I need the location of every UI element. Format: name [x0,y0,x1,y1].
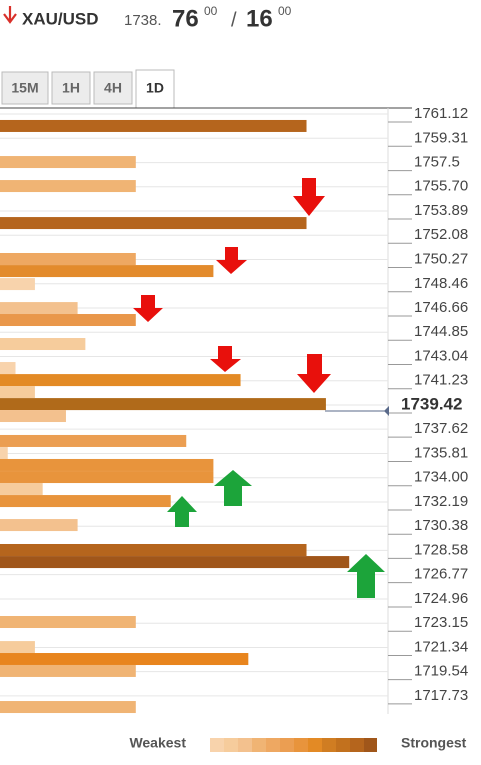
y-tick-label: 1755.70 [414,178,468,195]
confluence-bar [0,447,8,460]
confluence-bar [0,180,136,193]
confluence-bar [0,471,214,484]
y-tick-label: 1743.04 [414,347,468,364]
separator: / [231,9,237,31]
y-tick-label: 1726.77 [414,566,468,583]
y-tick-label: 1717.73 [414,687,468,704]
confluence-bar [0,543,307,556]
confluence-bar [0,434,187,447]
y-tick-label: 1721.34 [414,638,468,655]
confluence-bar [0,156,136,169]
confluence-bar [0,398,326,411]
confluence-bar [0,653,249,666]
confluence-bar [0,410,66,423]
y-tick-label: 1744.85 [414,323,468,340]
confluence-bar [0,482,43,495]
down-arrow [210,346,241,372]
tab[interactable]: 1D [135,69,175,109]
y-tick-label: 1753.89 [414,202,468,219]
y-tick-label: 1719.54 [414,663,468,680]
ask-main: 16 [246,5,273,32]
confluence-bar [0,519,78,532]
confluence-bar [0,217,307,230]
tab-label: 4H [104,80,122,96]
confluence-bar [0,664,136,677]
confluence-bar [0,458,214,471]
tab-box [1,71,49,105]
tab[interactable]: 4H [93,71,133,105]
confluence-bar [0,556,350,569]
confluence-bar [0,495,171,508]
confluence-bar [0,374,241,387]
y-tick-label: 1730.38 [414,517,468,534]
confluence-bar [0,252,136,265]
confluence-bar [0,119,307,132]
symbol: XAU/USD [22,9,99,28]
tab-box [93,71,133,105]
legend-scale [210,738,377,752]
y-tick-label: 1732.19 [414,493,468,510]
arrows [133,178,385,598]
y-tick-label: 1761.12 [414,105,468,122]
y-tick-label: 1734.00 [414,469,468,486]
y-tick-label: 1748.46 [414,275,468,292]
y-tick-label: 1741.23 [414,372,468,389]
price-prefix: 1738. [124,12,162,29]
down-arrow [133,295,163,322]
y-tick-label: 1728.58 [414,541,468,558]
confluence-bar [0,338,86,351]
y-tick-label: 1723.15 [414,614,468,631]
confluence-bar [0,278,35,291]
current-price-pointer [384,406,389,417]
confluence-bar [0,362,16,375]
tab-label: 1H [62,80,80,96]
confluence-bar [0,302,78,315]
y-tick-label: 1737.62 [414,420,468,437]
legend-strongest: Strongest [401,735,467,751]
legend-weakest: Weakest [129,735,186,751]
up-arrow [214,470,252,506]
confluence-bar [0,641,35,654]
y-tick-label: 1757.5 [414,154,460,171]
confluence-bar [0,701,136,714]
down-arrow [216,247,247,274]
y-tick-label: 1724.96 [414,590,468,607]
y-tick-label: 1759.31 [414,129,468,146]
confluence-bar [0,265,214,278]
tab-box [135,69,175,109]
tab-box [51,71,91,105]
y-tick-label: 1735.81 [414,444,468,461]
y-tick-label: 1752.08 [414,226,468,243]
down-arrow [293,178,325,216]
tab-label: 1D [146,80,164,96]
confluence-bar [0,616,136,629]
ask-sup: 00 [278,4,292,18]
price-main: 76 [172,5,199,32]
confluence-bar [0,386,35,399]
down-arrow [297,354,331,393]
plot: 1761.12 1759.31 1757.5 1755.70 1753.89 1752.0… [0,105,468,714]
price-sup: 00 [204,4,218,18]
tab[interactable]: 1H [51,71,91,105]
y-tick-label: 1750.27 [414,251,468,268]
y-tick-label: 1746.66 [414,299,468,316]
confluence-bar [0,314,136,327]
tabs: 15M 1H 4H 1D [1,69,175,109]
tab[interactable]: 15M [1,71,49,105]
tab-label: 15M [11,80,38,96]
up-arrow [347,554,385,598]
current-price-label: 1739.42 [401,395,462,414]
up-arrow [167,496,197,527]
